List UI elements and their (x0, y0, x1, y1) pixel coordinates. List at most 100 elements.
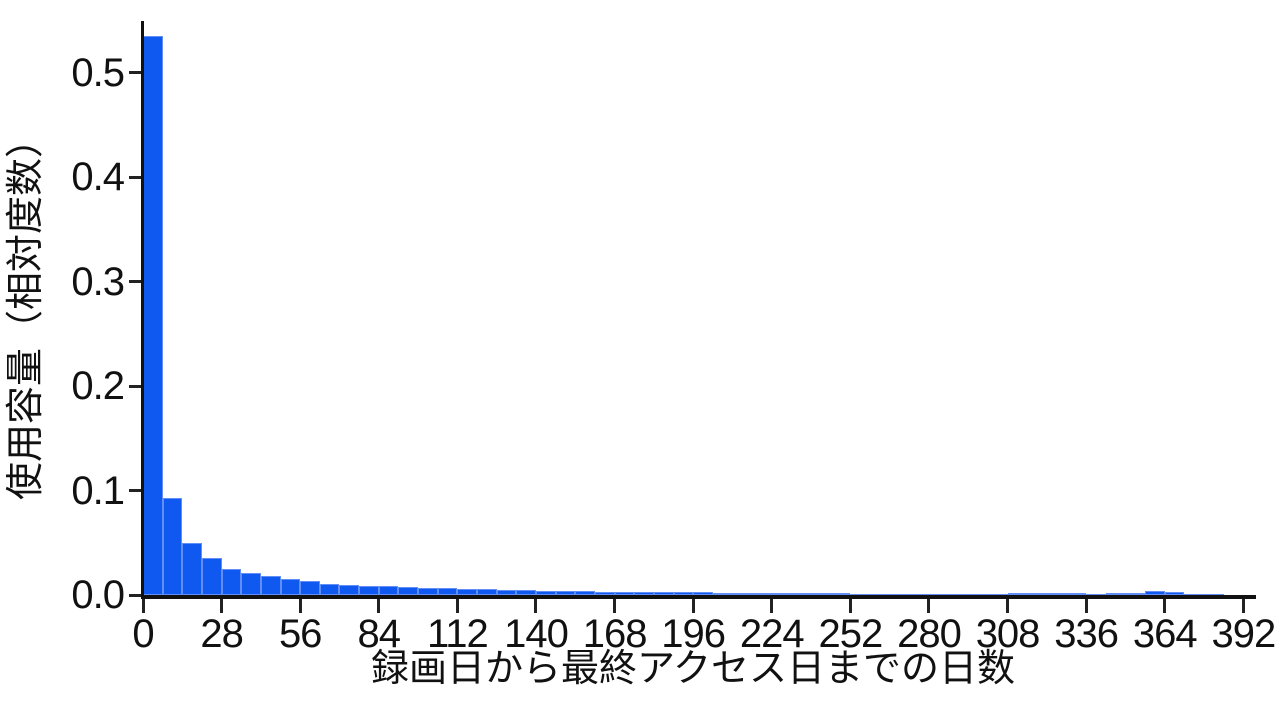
histogram-bar (909, 593, 929, 595)
histogram-bar (280, 579, 301, 595)
x-tick-mark (220, 599, 224, 613)
histogram-bar (732, 592, 753, 595)
histogram-bar (1046, 593, 1067, 595)
histogram-bar (928, 593, 949, 595)
x-tick-label: 84 (357, 612, 401, 656)
histogram-bar (987, 593, 1008, 595)
histogram-bar (201, 558, 222, 595)
x-tick-label: 112 (427, 612, 489, 656)
histogram-bar (1086, 593, 1106, 595)
histogram-bar (1027, 593, 1047, 595)
x-tick-label: 392 (1211, 612, 1276, 656)
histogram-bar (437, 588, 458, 595)
histogram-bar (850, 593, 871, 595)
x-tick-mark (1084, 599, 1088, 613)
x-tick-mark (770, 599, 774, 613)
y-tick-label: 0.0 (71, 573, 125, 617)
x-tick-label: 364 (1132, 612, 1198, 656)
histogram-bar (418, 587, 438, 595)
histogram-bar (241, 573, 261, 595)
y-tick-label: 0.1 (71, 468, 125, 513)
histogram-bar (319, 583, 340, 595)
histogram-bar (575, 591, 595, 595)
y-tick-mark (129, 489, 141, 493)
histogram-bar (1204, 594, 1224, 595)
histogram-bar (496, 589, 517, 595)
histogram-bar (634, 591, 654, 595)
histogram-bar (1164, 591, 1185, 595)
histogram-bar (771, 593, 792, 595)
y-axis-label: 使用容量（相対度数） (5, 120, 47, 501)
x-tick-label: 280 (897, 612, 962, 656)
y-tick-label: 0.3 (71, 259, 125, 304)
histogram-bar (162, 497, 183, 595)
histogram-bar (260, 576, 281, 595)
x-tick-mark (1006, 599, 1010, 613)
x-tick-label: 168 (582, 612, 648, 656)
histogram-bar (398, 586, 419, 595)
x-tick-label: 308 (975, 612, 1041, 656)
x-tick-mark (927, 599, 931, 613)
x-tick-label: 140 (504, 612, 569, 656)
y-tick-label: 0.5 (71, 50, 125, 95)
histogram-bar (359, 585, 379, 595)
histogram-bar (594, 591, 615, 595)
histogram-bar (889, 593, 910, 595)
x-axis-spine (141, 595, 1256, 599)
histogram-bar (300, 581, 320, 595)
histogram-bar (614, 591, 635, 595)
histogram-bar (477, 589, 497, 595)
histogram-bar (712, 592, 733, 595)
histogram-bar (1066, 593, 1087, 595)
x-tick-mark (848, 599, 852, 613)
y-tick-mark (129, 280, 141, 284)
x-tick-mark (141, 599, 145, 613)
x-tick-label: 196 (661, 612, 726, 656)
y-tick-label: 0.4 (71, 155, 125, 200)
histogram-bar (948, 593, 969, 595)
histogram-bar (673, 592, 694, 595)
histogram-bar (791, 593, 812, 595)
histogram-bar (1184, 593, 1205, 595)
histogram-bar (339, 584, 360, 595)
histogram-bar (457, 588, 478, 595)
histogram-bar (1145, 590, 1165, 595)
x-tick-label: 28 (200, 612, 243, 656)
y-tick-mark (129, 71, 141, 75)
histogram-bar (516, 590, 536, 595)
x-tick-label: 56 (278, 612, 322, 656)
x-tick-mark (1241, 599, 1245, 613)
histogram-bar (1105, 593, 1126, 595)
x-tick-mark (298, 599, 302, 613)
y-tick-mark (129, 175, 141, 179)
histogram-bar (1007, 593, 1028, 595)
histogram-bar (555, 591, 576, 595)
histogram-bar (143, 36, 163, 595)
x-axis-label: 録画日から最終アクセス日までの日数 (370, 648, 1016, 690)
histogram-bar (378, 586, 399, 595)
x-tick-label: 336 (1054, 612, 1119, 656)
x-tick-mark (377, 599, 381, 613)
histogram-bar (535, 590, 556, 595)
x-tick-mark (613, 599, 617, 613)
y-tick-mark (129, 384, 141, 388)
y-axis-spine (141, 21, 144, 599)
x-tick-mark (1163, 599, 1167, 613)
histogram-bar (182, 542, 202, 595)
x-tick-label: 0 (132, 612, 154, 656)
histogram-bar (968, 593, 988, 595)
y-tick-mark (129, 593, 141, 597)
x-tick-label: 252 (818, 612, 884, 656)
x-tick-mark (455, 599, 459, 613)
histogram-bar (830, 593, 851, 595)
histogram-bar (653, 592, 674, 595)
x-tick-label: 224 (739, 612, 805, 656)
histogram-bar (1125, 592, 1146, 595)
histogram-bar (693, 592, 713, 595)
x-tick-mark (691, 599, 695, 613)
histogram-bar (870, 593, 890, 595)
y-tick-label: 0.2 (71, 364, 125, 409)
histogram-bar (221, 568, 242, 595)
histogram-bar (811, 593, 831, 595)
